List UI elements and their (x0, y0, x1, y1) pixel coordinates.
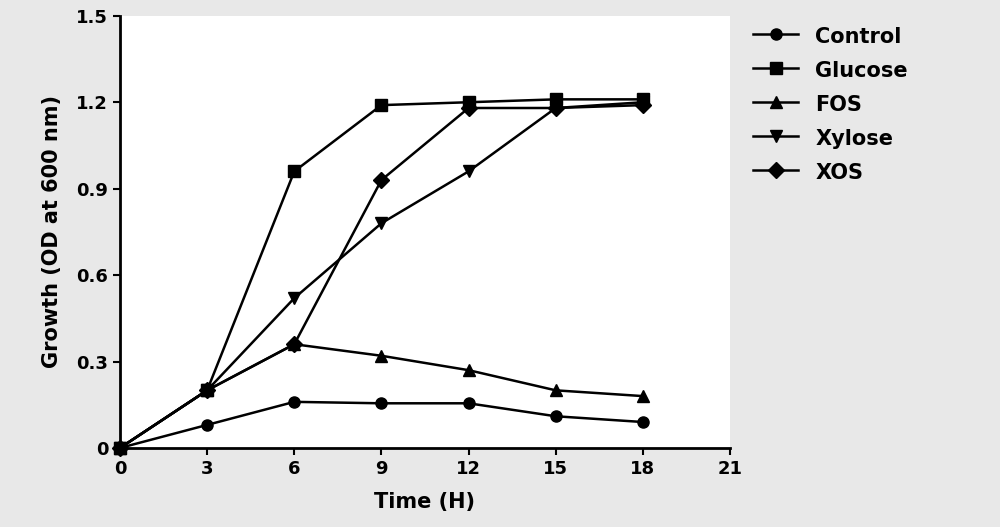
FOS (375, 353, 387, 359)
FOS (550, 387, 562, 394)
XOS (550, 105, 562, 111)
Glucose (288, 168, 300, 174)
Glucose (114, 445, 126, 451)
Xylose (201, 387, 213, 394)
Xylose (114, 445, 126, 451)
Line: Xylose: Xylose (114, 96, 648, 454)
FOS (463, 367, 475, 373)
X-axis label: Time (H): Time (H) (374, 492, 476, 512)
XOS (463, 105, 475, 111)
Line: XOS: XOS (114, 100, 648, 454)
Line: Glucose: Glucose (114, 94, 648, 454)
Legend: Control, Glucose, FOS, Xylose, XOS: Control, Glucose, FOS, Xylose, XOS (753, 26, 908, 183)
FOS (114, 445, 126, 451)
FOS (288, 341, 300, 347)
Glucose (463, 99, 475, 105)
Control (375, 400, 387, 406)
Control (114, 445, 126, 451)
Control (463, 400, 475, 406)
Xylose (637, 99, 649, 105)
FOS (637, 393, 649, 399)
Xylose (463, 168, 475, 174)
Control (550, 413, 562, 419)
Control (201, 422, 213, 428)
XOS (201, 387, 213, 394)
Glucose (201, 387, 213, 394)
Xylose (550, 105, 562, 111)
Xylose (375, 220, 387, 227)
Xylose (288, 295, 300, 301)
Glucose (550, 96, 562, 103)
XOS (375, 177, 387, 183)
Glucose (375, 102, 387, 108)
Line: FOS: FOS (114, 339, 648, 454)
XOS (637, 102, 649, 108)
FOS (201, 387, 213, 394)
XOS (114, 445, 126, 451)
Control (288, 399, 300, 405)
Y-axis label: Growth (OD at 600 nm): Growth (OD at 600 nm) (42, 95, 62, 368)
Line: Control: Control (114, 396, 648, 454)
XOS (288, 341, 300, 347)
Control (637, 419, 649, 425)
Glucose (637, 96, 649, 103)
